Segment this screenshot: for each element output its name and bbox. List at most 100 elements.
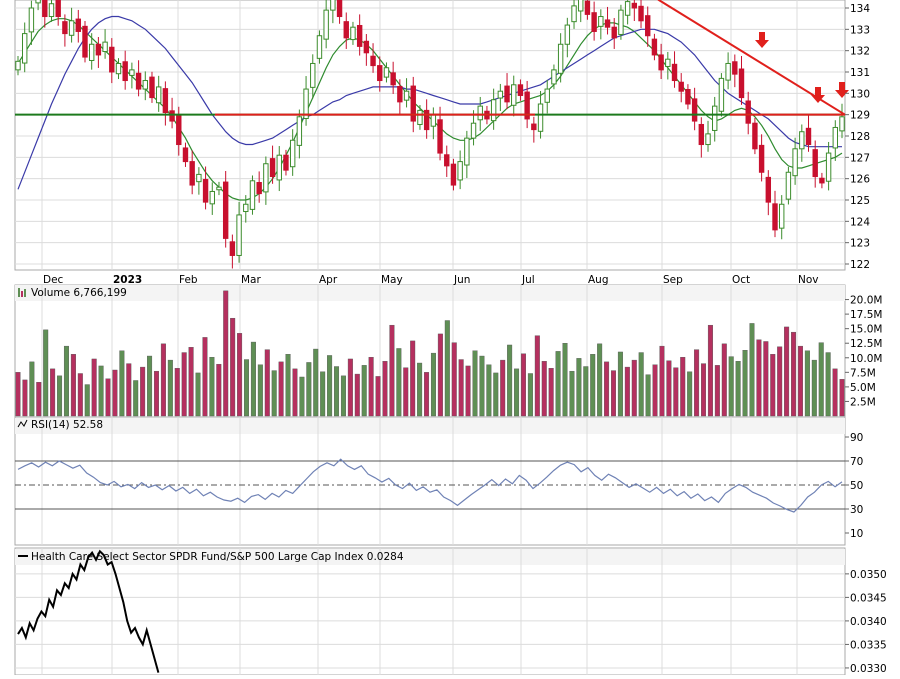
price-tick-label: 134 bbox=[850, 3, 870, 15]
volume-bar bbox=[223, 290, 229, 417]
candle-body bbox=[524, 91, 530, 120]
volume-bar bbox=[493, 372, 499, 417]
candle-body bbox=[658, 54, 664, 71]
rsi-tick-label: 70 bbox=[850, 456, 863, 468]
volume-bar bbox=[673, 367, 679, 417]
down-arrow-marker bbox=[835, 82, 849, 98]
x-tick-label: Jul bbox=[521, 274, 535, 286]
candle-body bbox=[511, 84, 517, 106]
candle-body bbox=[289, 139, 296, 168]
candle-body bbox=[202, 179, 209, 203]
volume-bar bbox=[181, 352, 187, 417]
volume-bar bbox=[209, 356, 215, 417]
candle-body bbox=[457, 161, 463, 181]
volume-bar bbox=[784, 326, 790, 417]
volume-bar bbox=[701, 363, 707, 417]
candle-body bbox=[825, 152, 832, 182]
volume-bar bbox=[610, 370, 616, 417]
candle-body bbox=[444, 154, 450, 167]
candle-body bbox=[725, 62, 731, 81]
candle-body bbox=[450, 163, 457, 186]
volume-bar bbox=[707, 324, 713, 417]
volume-tick-label: 12.5M bbox=[850, 338, 882, 350]
x-tick-label: Aug bbox=[588, 274, 609, 286]
volume-bar bbox=[424, 372, 430, 417]
rsi-tick-label: 90 bbox=[850, 432, 863, 444]
candle-body bbox=[645, 15, 651, 37]
volume-bar bbox=[652, 364, 658, 417]
candle-body bbox=[839, 116, 845, 132]
volume-bar bbox=[299, 376, 305, 417]
candle-body bbox=[631, 2, 638, 9]
ratio-tick-label: 0.0340 bbox=[850, 616, 887, 628]
candle-body bbox=[618, 9, 624, 35]
candle-body bbox=[35, 0, 41, 4]
ratio-tick-label: 0.0345 bbox=[850, 592, 887, 604]
volume-bar bbox=[250, 341, 256, 417]
volume-bar bbox=[631, 359, 637, 417]
candle-body bbox=[142, 80, 148, 90]
candle-body bbox=[276, 154, 282, 181]
candle-body bbox=[611, 26, 617, 39]
down-arrow-marker bbox=[755, 32, 769, 48]
candle-body bbox=[102, 41, 108, 53]
candle-body bbox=[598, 16, 604, 27]
volume-bar bbox=[735, 361, 741, 417]
rsi-line bbox=[17, 458, 843, 513]
price-tick-label: 127 bbox=[850, 152, 870, 164]
volume-bar bbox=[105, 378, 111, 417]
candle-body bbox=[752, 122, 758, 150]
volume-bar bbox=[597, 343, 603, 417]
volume-bar bbox=[458, 359, 464, 417]
volume-bar bbox=[666, 360, 672, 417]
candle-body bbox=[403, 90, 410, 101]
candle-body bbox=[738, 68, 745, 99]
volume-bar bbox=[84, 384, 90, 417]
candle-body bbox=[584, 0, 591, 15]
candle-body bbox=[48, 3, 55, 18]
rsi-title-strip bbox=[15, 418, 845, 434]
candle-body bbox=[604, 19, 611, 28]
x-tick-label: Sep bbox=[663, 274, 683, 286]
rsi-tick-label: 30 bbox=[850, 504, 863, 516]
candle-body bbox=[383, 67, 390, 78]
volume-bar bbox=[389, 324, 395, 417]
candle-body bbox=[129, 69, 135, 76]
candle-body bbox=[464, 137, 470, 166]
candle-body bbox=[350, 26, 356, 41]
volume-title: Volume 6,766,199 bbox=[31, 287, 127, 299]
candle-body bbox=[370, 55, 376, 67]
volume-bar bbox=[645, 374, 651, 417]
candle-body bbox=[216, 186, 222, 191]
ratio-tick-label: 0.0335 bbox=[850, 639, 887, 651]
x-tick-label: 2023 bbox=[113, 274, 142, 286]
candle-body bbox=[28, 7, 35, 33]
price-tick-label: 132 bbox=[850, 46, 870, 58]
volume-bar bbox=[174, 368, 180, 417]
volume-bar bbox=[57, 375, 63, 417]
volume-bar bbox=[417, 362, 423, 417]
candle-body bbox=[62, 21, 68, 35]
volume-bar bbox=[264, 349, 270, 417]
candle-body bbox=[758, 144, 765, 173]
candle-body bbox=[745, 100, 751, 124]
candle-body bbox=[805, 127, 812, 146]
volume-bar bbox=[472, 350, 478, 417]
volume-bar bbox=[278, 361, 284, 417]
candle-body bbox=[410, 85, 416, 122]
volume-bar bbox=[160, 343, 166, 417]
candle-body bbox=[698, 123, 705, 146]
candle-body bbox=[162, 88, 169, 114]
ratio-tick-label: 0.0330 bbox=[850, 663, 887, 675]
candle-body bbox=[544, 88, 550, 103]
volume-bar bbox=[91, 358, 97, 417]
volume-bar bbox=[548, 368, 554, 417]
candle-body bbox=[564, 24, 571, 45]
volume-bar bbox=[327, 355, 333, 417]
candle-body bbox=[792, 148, 798, 177]
volume-bar bbox=[43, 329, 49, 417]
candle-body bbox=[557, 43, 564, 74]
volume-bar bbox=[694, 349, 700, 417]
volume-bar bbox=[638, 352, 644, 417]
candle-body bbox=[176, 115, 182, 146]
